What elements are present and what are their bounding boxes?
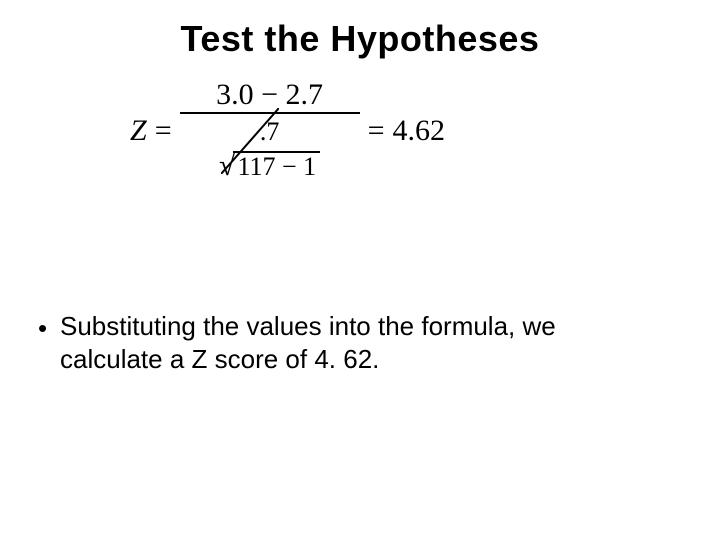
equals-sign-2: = [360,114,393,148]
fraction-denominator: .7 √ 117 − 1 [207,114,332,182]
main-fraction: 3.0 − 2.7 .7 √ 117 − 1 [180,80,360,182]
square-root: √ 117 − 1 [219,151,320,182]
equals-sign-1: = [147,114,180,148]
slide-title: Test the Hypotheses [0,18,720,60]
fraction-numerator: 3.0 − 2.7 [210,80,329,112]
bullet-text: Substituting the values into the formula… [60,311,556,374]
denominator-fraction: .7 √ 117 − 1 [213,119,326,182]
bullet-item: • Substituting the values into the formu… [60,310,660,375]
formula-row: Z = 3.0 − 2.7 .7 √ 117 − 1 [130,80,470,182]
slide: Test the Hypotheses Z = 3.0 − 2.7 .7 √ 1… [0,0,720,540]
denominator-bottom: √ 117 − 1 [213,149,326,182]
z-formula: Z = 3.0 − 2.7 .7 √ 117 − 1 [130,80,470,182]
radicand: 117 − 1 [233,151,320,182]
formula-result: 4.62 [393,114,446,148]
denominator-top: .7 [254,119,286,147]
bullet-dot-icon: • [38,312,47,345]
formula-lhs: Z [130,114,147,148]
